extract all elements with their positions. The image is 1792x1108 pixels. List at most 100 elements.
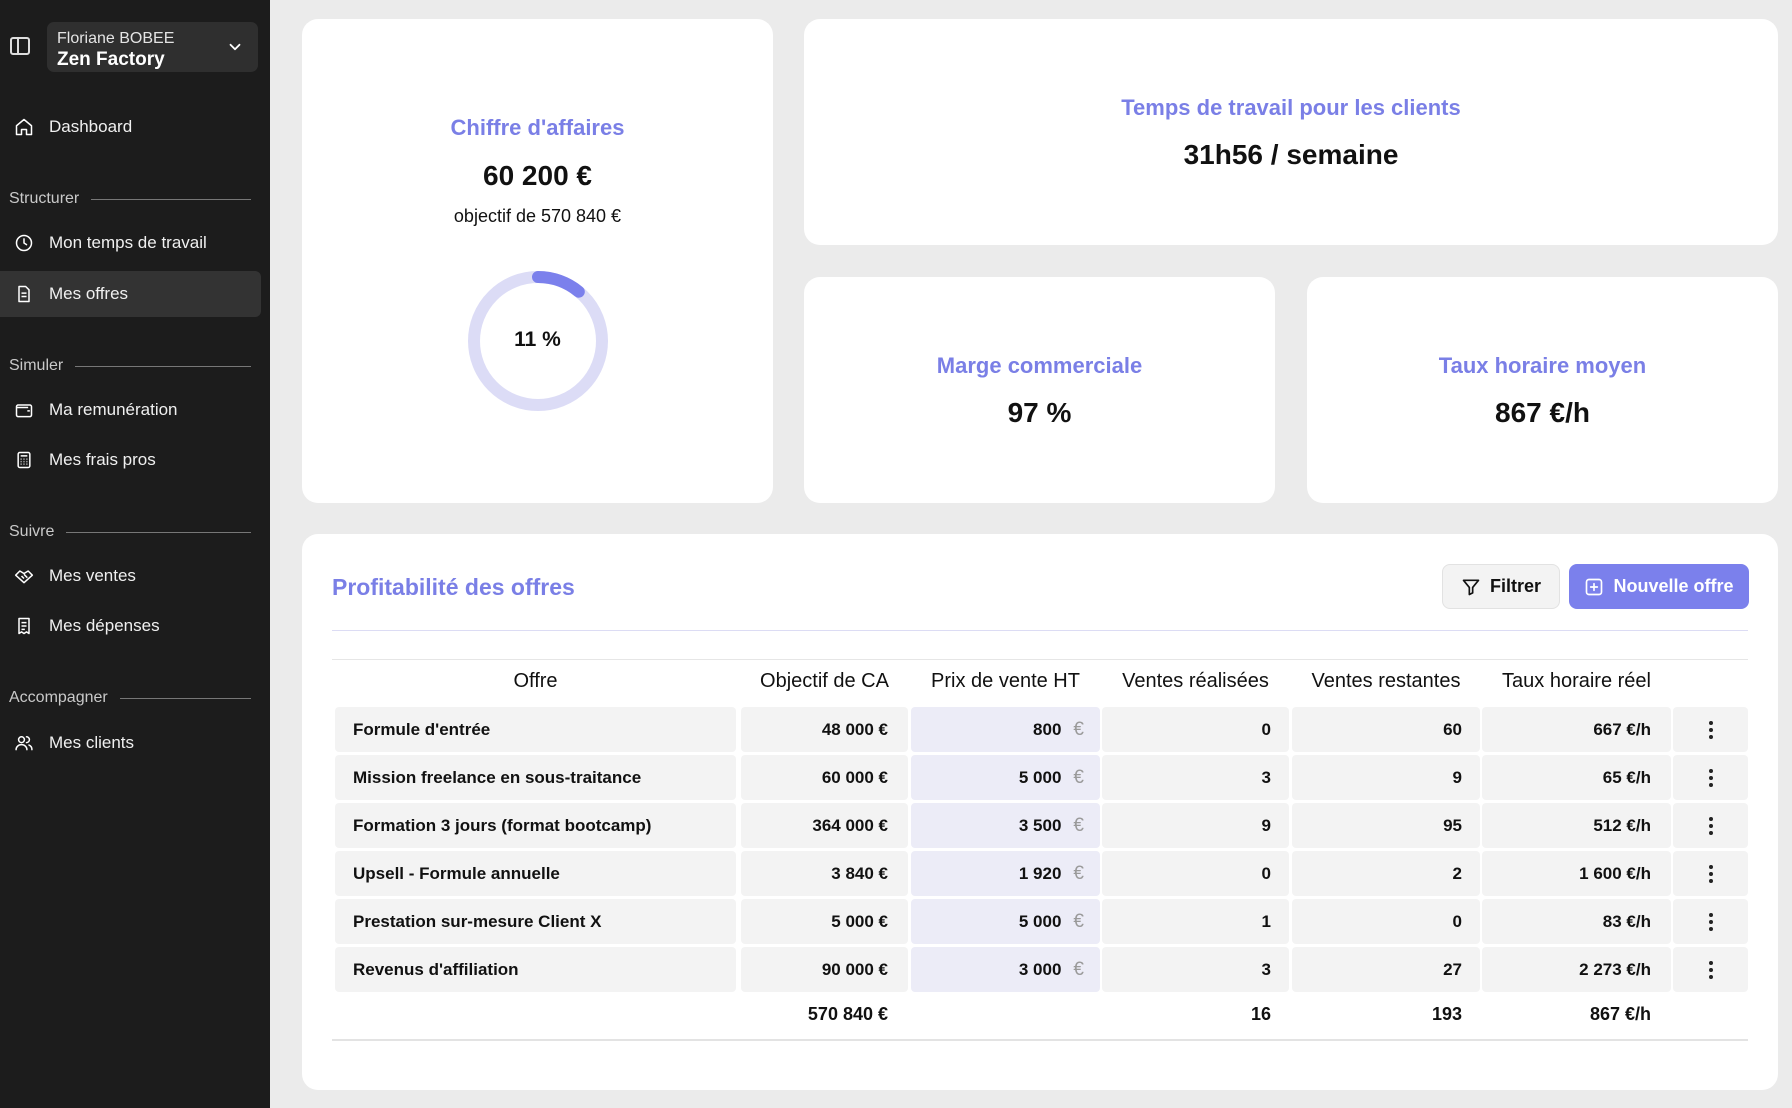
offer-price-input[interactable]: 5 000 € [911, 899, 1100, 944]
column-header-ventes-realisees: Ventes réalisées [1122, 670, 1269, 692]
chevron-down-icon [229, 43, 241, 51]
total-ca: 570 840 € [807, 1004, 888, 1024]
row-menu-button[interactable] [1673, 803, 1748, 848]
sidebar-item-label: Mon temps de travail [49, 233, 207, 252]
donut-progress-arc [468, 271, 608, 411]
divider [332, 1039, 1748, 1041]
offer-price-input[interactable]: 3 000 € [911, 947, 1100, 992]
sidebar-item-depenses[interactable]: Mes dépenses [0, 603, 261, 649]
sidebar-item-label: Mes dépenses [49, 616, 160, 635]
row-menu-button[interactable] [1673, 947, 1748, 992]
section-structurer: Structurer [9, 190, 251, 208]
euro-icon: € [1073, 862, 1084, 884]
section-accompagner: Accompagner [9, 689, 251, 707]
section-simuler: Simuler [9, 357, 251, 375]
offer-ventes-realisees: 3 [1102, 947, 1289, 992]
clock-icon [15, 234, 33, 252]
offer-price-input[interactable]: 3 500 € [911, 803, 1100, 848]
kpi-title: Temps de travail pour les clients [1121, 95, 1461, 120]
kpi-card-taux-horaire: Taux horaire moyen 867 €/h [1307, 277, 1778, 503]
offer-ca: 60 000 € [741, 755, 908, 800]
new-offer-button[interactable]: Nouvelle offre [1569, 564, 1749, 609]
sidebar-item-dashboard[interactable]: Dashboard [0, 104, 261, 150]
offer-name[interactable]: Formule d'entrée [335, 707, 736, 752]
kpi-title: Taux horaire moyen [1438, 353, 1647, 378]
sidebar-item-frais[interactable]: Mes frais pros [0, 437, 261, 483]
wallet-icon [15, 404, 33, 418]
receipt-icon [18, 617, 30, 635]
more-vertical-icon [1708, 960, 1713, 979]
calculator-icon [17, 451, 31, 469]
euro-icon: € [1073, 910, 1084, 932]
kpi-card-chiffre-affaires: Chiffre d'affaires 60 200 € objectif de … [302, 19, 773, 503]
filter-button[interactable]: Filtrer [1442, 564, 1560, 609]
sidebar-toggle-icon[interactable] [10, 37, 30, 55]
table-row: Formule d'entrée 48 000 € 800 € 0 60 667 … [332, 707, 1748, 752]
sidebar-item-ventes[interactable]: Mes ventes [0, 553, 261, 599]
offer-taux: 65 €/h [1482, 755, 1671, 800]
price-value: 5 000 [1018, 911, 1062, 931]
kpi-title: Chiffre d'affaires [450, 115, 625, 140]
offer-taux: 83 €/h [1482, 899, 1671, 944]
users-icon [15, 736, 33, 751]
account-switcher[interactable]: Floriane BOBEE Zen Factory [47, 22, 258, 72]
column-header-taux: Taux horaire réel [1502, 670, 1651, 692]
table-totals-row: 570 840 € 16 193 867 €/h [332, 1004, 1748, 1028]
row-menu-button[interactable] [1673, 851, 1748, 896]
offer-price-input[interactable]: 5 000 € [911, 755, 1100, 800]
offer-ventes-restantes: 27 [1292, 947, 1480, 992]
offer-name[interactable]: Prestation sur-mesure Client X [335, 899, 736, 944]
row-menu-button[interactable] [1673, 899, 1748, 944]
kpi-title: Marge commerciale [936, 353, 1143, 378]
price-value: 3 500 [1018, 815, 1062, 835]
offer-ventes-realisees: 0 [1102, 851, 1289, 896]
sidebar-item-label: Ma remunération [49, 400, 178, 419]
filter-icon [1462, 579, 1480, 595]
row-menu-button[interactable] [1673, 755, 1748, 800]
progress-label: 11 % [514, 328, 561, 351]
user-name: Floriane BOBEE [57, 30, 175, 47]
offer-taux: 1 600 €/h [1482, 851, 1671, 896]
offer-ventes-restantes: 2 [1292, 851, 1480, 896]
offer-name[interactable]: Revenus d'affiliation [335, 947, 736, 992]
new-offer-button-label: Nouvelle offre [1613, 576, 1734, 596]
offer-price-input[interactable]: 800 € [911, 707, 1100, 752]
offer-ventes-realisees: 3 [1102, 755, 1289, 800]
table-row: Mission freelance en sous-traitance 60 0… [332, 755, 1748, 800]
offer-name[interactable]: Upsell - Formule annuelle [335, 851, 736, 896]
price-value: 5 000 [1018, 767, 1062, 787]
sidebar-item-temps[interactable]: Mon temps de travail [0, 220, 261, 266]
column-header-ventes-restantes: Ventes restantes [1311, 670, 1461, 692]
offer-name[interactable]: Formation 3 jours (format bootcamp) [335, 803, 736, 848]
offer-name[interactable]: Mission freelance en sous-traitance [335, 755, 736, 800]
sidebar-item-remuneration[interactable]: Ma remunération [0, 387, 261, 433]
kpi-value: 97 % [1007, 397, 1072, 428]
sidebar-item-offres[interactable]: Mes offres [0, 271, 261, 317]
table-row: Upsell - Formule annuelle 3 840 € 1 920 €… [332, 851, 1748, 896]
table-row: Formation 3 jours (format bootcamp) 364 … [332, 803, 1748, 848]
price-value: 1 920 [1018, 863, 1062, 883]
table-row: Revenus d'affiliation 90 000 € 3 000 € 3 … [332, 947, 1748, 992]
section-label: Suivre [9, 523, 55, 540]
plus-square-icon [1586, 578, 1603, 595]
offer-ventes-realisees: 0 [1102, 707, 1289, 752]
offer-ventes-realisees: 9 [1102, 803, 1289, 848]
section-label: Structurer [9, 190, 80, 207]
offer-ventes-restantes: 9 [1292, 755, 1480, 800]
row-menu-button[interactable] [1673, 707, 1748, 752]
divider [332, 659, 1748, 660]
kpi-card-marge: Marge commerciale 97 % [804, 277, 1275, 503]
offer-price-input[interactable]: 1 920 € [911, 851, 1100, 896]
section-label: Simuler [9, 357, 64, 374]
offers-table-card: Profitabilité des offres Filtrer Nouvell… [302, 534, 1778, 1090]
kpi-value: 31h56 / semaine [1183, 139, 1399, 170]
kpi-card-temps-travail: Temps de travail pour les clients 31h56 … [804, 19, 1778, 245]
section-suivre: Suivre [9, 523, 251, 541]
sidebar-item-clients[interactable]: Mes clients [0, 720, 261, 766]
table-header: Offre Objectif de CA Prix de vente HT Ve… [332, 670, 1748, 700]
sidebar-item-label: Mes offres [49, 284, 129, 303]
euro-icon: € [1073, 958, 1084, 980]
offer-taux: 667 €/h [1482, 707, 1671, 752]
more-vertical-icon [1708, 864, 1713, 883]
euro-icon: € [1073, 814, 1084, 836]
